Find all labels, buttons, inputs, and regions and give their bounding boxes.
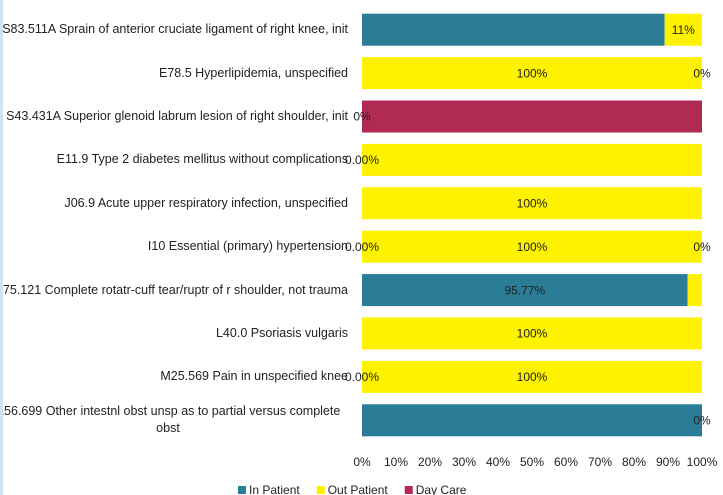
data-label: 0.00% bbox=[345, 370, 379, 384]
bar-segment bbox=[687, 274, 702, 307]
category-label: E78.5 Hyperlipidemia, unspecified bbox=[3, 65, 348, 82]
plot: 0% 10% 20% 30% 40% 50% 60% 70% 80% 90% 100% 11% 100%… bbox=[238, 13, 718, 495]
data-label: 100% bbox=[517, 240, 548, 254]
data-label: 0% bbox=[353, 110, 371, 124]
x-tick-label: 30% bbox=[452, 455, 476, 469]
category-label: S43.431A Superior glenoid labrum lesion … bbox=[3, 108, 348, 125]
legend-label: Day Care bbox=[416, 483, 467, 495]
data-label: 0.00% bbox=[345, 153, 379, 167]
category-text: L40.0 Psoriasis vulgaris bbox=[215, 326, 348, 340]
x-tick-label: 10% bbox=[384, 455, 408, 469]
x-tick-label: 50% bbox=[520, 455, 544, 469]
category-text: S83.511A Sprain of anterior cruciate lig… bbox=[2, 22, 348, 37]
legend-swatch bbox=[238, 486, 246, 494]
data-label: 11% bbox=[672, 23, 695, 37]
bar-segment bbox=[362, 317, 702, 350]
x-tick-label: 60% bbox=[554, 455, 578, 469]
x-tick-label: 90% bbox=[656, 455, 680, 469]
bar-segment bbox=[664, 13, 702, 46]
x-tick-label: 70% bbox=[588, 455, 612, 469]
data-label: 100% bbox=[517, 66, 548, 80]
category-label: L40.0 Psoriasis vulgaris bbox=[3, 325, 348, 342]
x-tick-label: 40% bbox=[486, 455, 510, 469]
category-text: E78.5 Hyperlipidemia, unspecified bbox=[159, 65, 348, 80]
data-label: 0% bbox=[693, 66, 711, 80]
data-label: 0% bbox=[693, 413, 711, 427]
data-label: 0% bbox=[693, 240, 711, 254]
category-text: S43.431A Superior glenoid labrum lesion … bbox=[6, 109, 348, 123]
category-text: M25.569 Pain in unspecified knee bbox=[160, 369, 348, 384]
category-label: E11.9 Type 2 diabetes mellitus without c… bbox=[3, 151, 348, 168]
bar-segment bbox=[362, 274, 688, 307]
bar-segment bbox=[362, 360, 702, 393]
bar-segment bbox=[362, 100, 702, 133]
data-label: 100% bbox=[517, 196, 548, 210]
x-tick-label: 100% bbox=[687, 455, 718, 469]
category-text: J06.9 Acute upper respiratory infection,… bbox=[64, 195, 348, 210]
bar-segment bbox=[362, 143, 702, 176]
category-label: M25.569 Pain in unspecified knee bbox=[3, 368, 348, 385]
x-tick-label: 80% bbox=[622, 455, 646, 469]
category-text: I10 Essential (primary) hypertension bbox=[147, 239, 348, 254]
bar-segment bbox=[362, 187, 702, 220]
bar-segment bbox=[362, 57, 702, 90]
category-label: K56.699 Other intestnl obst unsp as to p… bbox=[0, 403, 348, 437]
legend-swatch bbox=[404, 486, 413, 494]
legend-label: In Patient bbox=[249, 483, 300, 495]
data-label: 100% bbox=[517, 370, 548, 384]
legend-swatch bbox=[316, 486, 325, 494]
category-text: E11.9 Type 2 diabetes mellitus without c… bbox=[56, 152, 348, 167]
bar-segment bbox=[362, 230, 702, 263]
category-label: S83.511A Sprain of anterior cruciate lig… bbox=[2, 21, 348, 38]
data-label: 95.77% bbox=[504, 283, 545, 297]
data-label: 100% bbox=[517, 327, 548, 341]
data-label: 0.00% bbox=[345, 240, 379, 254]
category-text: K56.699 Other intestnl obst unsp as to p… bbox=[0, 404, 341, 436]
x-tick-label: 20% bbox=[418, 455, 442, 469]
category-label: I10 Essential (primary) hypertension bbox=[3, 238, 348, 255]
category-label: J06.9 Acute upper respiratory infection,… bbox=[3, 195, 348, 212]
x-tick-label: 0% bbox=[353, 455, 371, 469]
legend-label: Out Patient bbox=[328, 483, 389, 495]
category-text: M75.121 Complete rotatr-cuff tear/ruptr … bbox=[0, 282, 348, 297]
bar-segment bbox=[362, 404, 702, 437]
category-label: M75.121 Complete rotatr-cuff tear/ruptr … bbox=[0, 282, 348, 299]
bar-segment bbox=[362, 13, 665, 46]
